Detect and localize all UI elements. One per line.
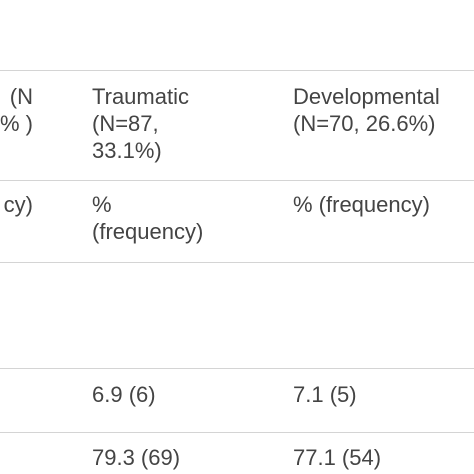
cell-text: cy) (3, 192, 33, 217)
cell-text: % ) (0, 111, 33, 136)
cell-text: (frequency) (92, 219, 204, 244)
cell-text: (N=87, (92, 111, 159, 136)
rule (0, 368, 474, 369)
cell-text: (N=70, 26.6%) (293, 111, 436, 136)
cell-text: 7.1 (5) (293, 382, 357, 407)
rule (0, 70, 474, 71)
cell-text: % (92, 192, 112, 217)
cell-text: % (frequency) (293, 192, 430, 217)
cell-text: 33.1%) (92, 138, 162, 163)
cell-text: Traumatic (92, 84, 189, 109)
cell-text: 79.3 (69) (92, 445, 181, 470)
cell-text: 6.9 (6) (92, 382, 156, 407)
rule (0, 432, 474, 433)
rule (0, 180, 474, 181)
cell-text: Developmental (293, 84, 440, 109)
rule (0, 262, 474, 263)
cell-text: 77.1 (54) (293, 445, 382, 470)
cell-text: (N (9, 84, 33, 109)
